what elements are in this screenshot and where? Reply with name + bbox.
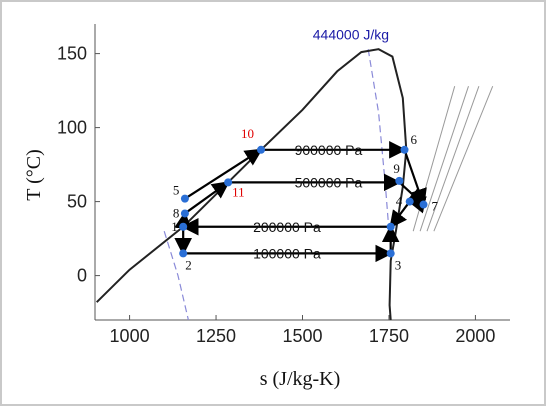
axes-layer: 1000 1250 1500 1750 2000 0 50 100 150 <box>57 24 510 346</box>
state-point <box>405 197 414 206</box>
state-point-label: 6 <box>411 132 418 147</box>
point-layer <box>179 145 428 258</box>
state-point <box>386 222 395 231</box>
isobar-label: 200000 Pa <box>253 219 321 235</box>
state-point <box>180 209 189 218</box>
state-point-label: 2 <box>185 257 192 272</box>
x-tick-label: 1250 <box>196 326 236 346</box>
process-arrow <box>184 181 230 215</box>
y-tick-label: 50 <box>67 192 87 212</box>
state-point <box>179 249 188 258</box>
state-point-label: 7 <box>432 199 439 214</box>
x-tick-label: 2000 <box>455 326 495 346</box>
y-tick-label: 0 <box>77 266 87 286</box>
state-point-label: 11 <box>232 184 245 199</box>
process-arrow <box>184 148 263 200</box>
state-point <box>419 200 428 209</box>
state-point <box>386 249 395 258</box>
superheat-isobar-line <box>426 86 480 232</box>
isobar-label: 900000 Pa <box>295 142 363 158</box>
isenthalp-line-left <box>163 231 189 321</box>
x-tick-label: 1000 <box>110 326 150 346</box>
state-point-label: 10 <box>241 126 254 141</box>
y-tick-label: 100 <box>57 118 87 138</box>
superheat-isobar-line <box>433 86 494 232</box>
state-point <box>400 145 409 154</box>
label-layer: 1 2 3 4 5 6 7 8 9 10 11 900000 Pa 500000 Pa 200000 Pa… <box>171 26 438 272</box>
isenthalp-line <box>367 49 390 232</box>
arrow-layer <box>174 141 427 263</box>
state-point <box>257 145 265 154</box>
state-point <box>395 176 404 185</box>
state-point-label: 1 <box>171 219 178 234</box>
state-point-label: 9 <box>393 161 400 176</box>
process-arrow <box>403 149 427 207</box>
isobar-label: 100000 Pa <box>253 245 321 261</box>
process-arrow <box>389 200 411 229</box>
x-tick-label: 1500 <box>282 326 322 346</box>
y-tick-label: 150 <box>57 44 87 64</box>
state-point-label: 8 <box>173 205 180 220</box>
y-axis-title: T (°C) <box>23 149 45 201</box>
isenthalp-label: 444000 J/kg <box>313 26 389 42</box>
state-point <box>179 222 188 231</box>
isobar-label: 500000 Pa <box>295 174 363 190</box>
state-point-label: 3 <box>395 257 402 272</box>
superheat-isobar-line <box>419 86 469 232</box>
state-point-label: 5 <box>173 183 180 198</box>
x-tick-label: 1750 <box>369 326 409 346</box>
x-axis-title: s (J/kg-K) <box>260 368 341 390</box>
state-point <box>224 178 233 187</box>
state-point <box>180 194 189 203</box>
state-point-label: 4 <box>396 194 403 209</box>
